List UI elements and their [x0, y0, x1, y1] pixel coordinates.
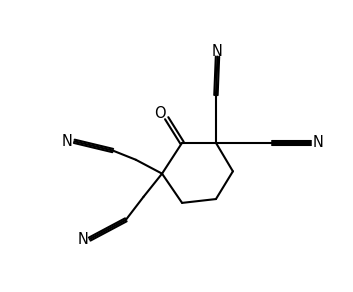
Text: N: N: [62, 134, 73, 149]
Text: N: N: [212, 44, 223, 59]
Text: N: N: [77, 232, 88, 246]
Text: N: N: [313, 135, 324, 150]
Text: O: O: [154, 106, 166, 121]
